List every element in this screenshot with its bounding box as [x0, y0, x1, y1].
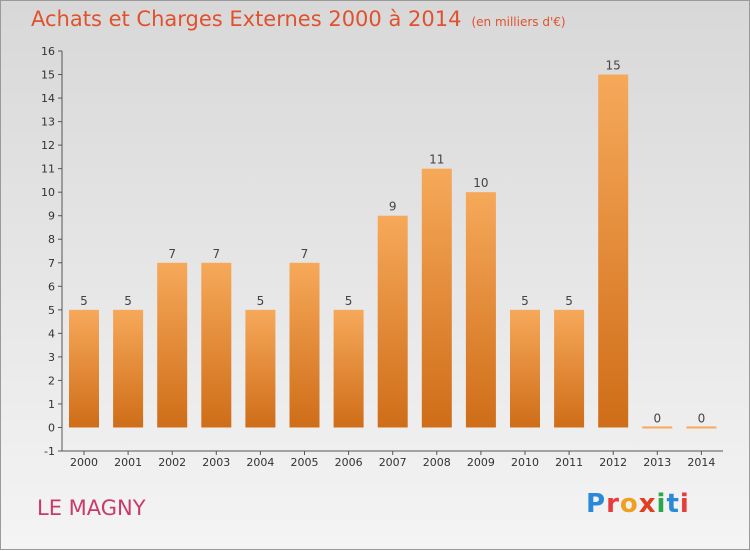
bar — [157, 262, 188, 428]
bar — [201, 262, 232, 428]
bar — [289, 262, 320, 428]
data-label: 0 — [653, 411, 661, 425]
y-tick-label: 14 — [41, 92, 55, 105]
x-tick-label: 2010 — [511, 456, 539, 469]
data-label: 5 — [521, 294, 529, 308]
logo-letter: o — [619, 489, 639, 519]
y-tick-label: 12 — [41, 139, 55, 152]
x-tick-label: 2009 — [467, 456, 495, 469]
y-tick-label: 9 — [48, 210, 55, 223]
data-label: 5 — [124, 294, 132, 308]
logo-letter: i — [656, 489, 667, 519]
x-tick-label: 2012 — [599, 456, 627, 469]
x-tick-label: 2008 — [423, 456, 451, 469]
logo-letter: t — [666, 489, 680, 519]
y-tick-label: 3 — [48, 351, 55, 364]
y-tick-label: 6 — [48, 280, 55, 293]
logo-letter: x — [638, 489, 657, 519]
bar — [554, 309, 585, 428]
bar — [686, 426, 717, 429]
x-tick-label: 2011 — [555, 456, 583, 469]
bar — [377, 215, 408, 428]
data-label: 5 — [257, 294, 265, 308]
y-tick-label: -1 — [44, 445, 55, 458]
x-tick-label: 2007 — [379, 456, 407, 469]
bar — [510, 309, 540, 428]
y-tick-label: 11 — [41, 163, 55, 176]
bar — [69, 309, 99, 428]
bar — [465, 192, 496, 428]
x-tick-label: 2005 — [291, 456, 319, 469]
y-tick-label: 10 — [41, 186, 55, 199]
logo-letter: P — [586, 489, 607, 519]
data-label: 10 — [473, 176, 488, 190]
data-label: 5 — [345, 294, 353, 308]
bar — [642, 426, 673, 429]
data-label: 15 — [606, 59, 621, 73]
data-label: 0 — [698, 411, 706, 425]
x-tick-label: 2002 — [158, 456, 186, 469]
bar — [245, 309, 276, 428]
x-tick-label: 2006 — [335, 456, 363, 469]
bar — [421, 168, 452, 428]
y-tick-label: 2 — [48, 374, 55, 387]
y-tick-label: 16 — [41, 45, 55, 58]
x-tick-label: 2014 — [687, 456, 715, 469]
data-label: 5 — [565, 294, 573, 308]
y-tick-label: 5 — [48, 304, 55, 317]
logo-letter: i — [679, 489, 690, 519]
bar — [598, 74, 629, 428]
data-label: 5 — [80, 294, 88, 308]
x-tick-label: 2013 — [643, 456, 671, 469]
y-tick-label: 4 — [48, 327, 55, 340]
data-label: 7 — [212, 247, 220, 261]
y-tick-label: 1 — [48, 398, 55, 411]
y-tick-label: 8 — [48, 233, 55, 246]
y-tick-label: 0 — [48, 421, 55, 434]
logo-letter: r — [606, 489, 620, 519]
bar — [333, 309, 364, 428]
data-label: 7 — [168, 247, 176, 261]
x-tick-label: 2001 — [114, 456, 142, 469]
data-label: 7 — [301, 247, 309, 261]
x-tick-label: 2004 — [246, 456, 274, 469]
chart-title-text: Achats et Charges Externes 2000 à 2014 — [31, 7, 462, 31]
y-tick-label: 15 — [41, 69, 55, 82]
commune-name: LE MAGNY — [37, 496, 146, 520]
data-label: 11 — [429, 153, 444, 167]
data-label: 9 — [389, 200, 397, 214]
y-tick-label: 13 — [41, 116, 55, 129]
x-tick-label: 2000 — [70, 456, 98, 469]
bar — [113, 309, 144, 428]
proxiti-logo: Proxiti — [586, 489, 690, 519]
y-tick-label: 7 — [48, 257, 55, 270]
x-tick-label: 2003 — [202, 456, 230, 469]
chart-unit: (en milliers d'€) — [471, 15, 566, 29]
chart-title: Achats et Charges Externes 2000 à 2014 (e… — [31, 7, 566, 31]
